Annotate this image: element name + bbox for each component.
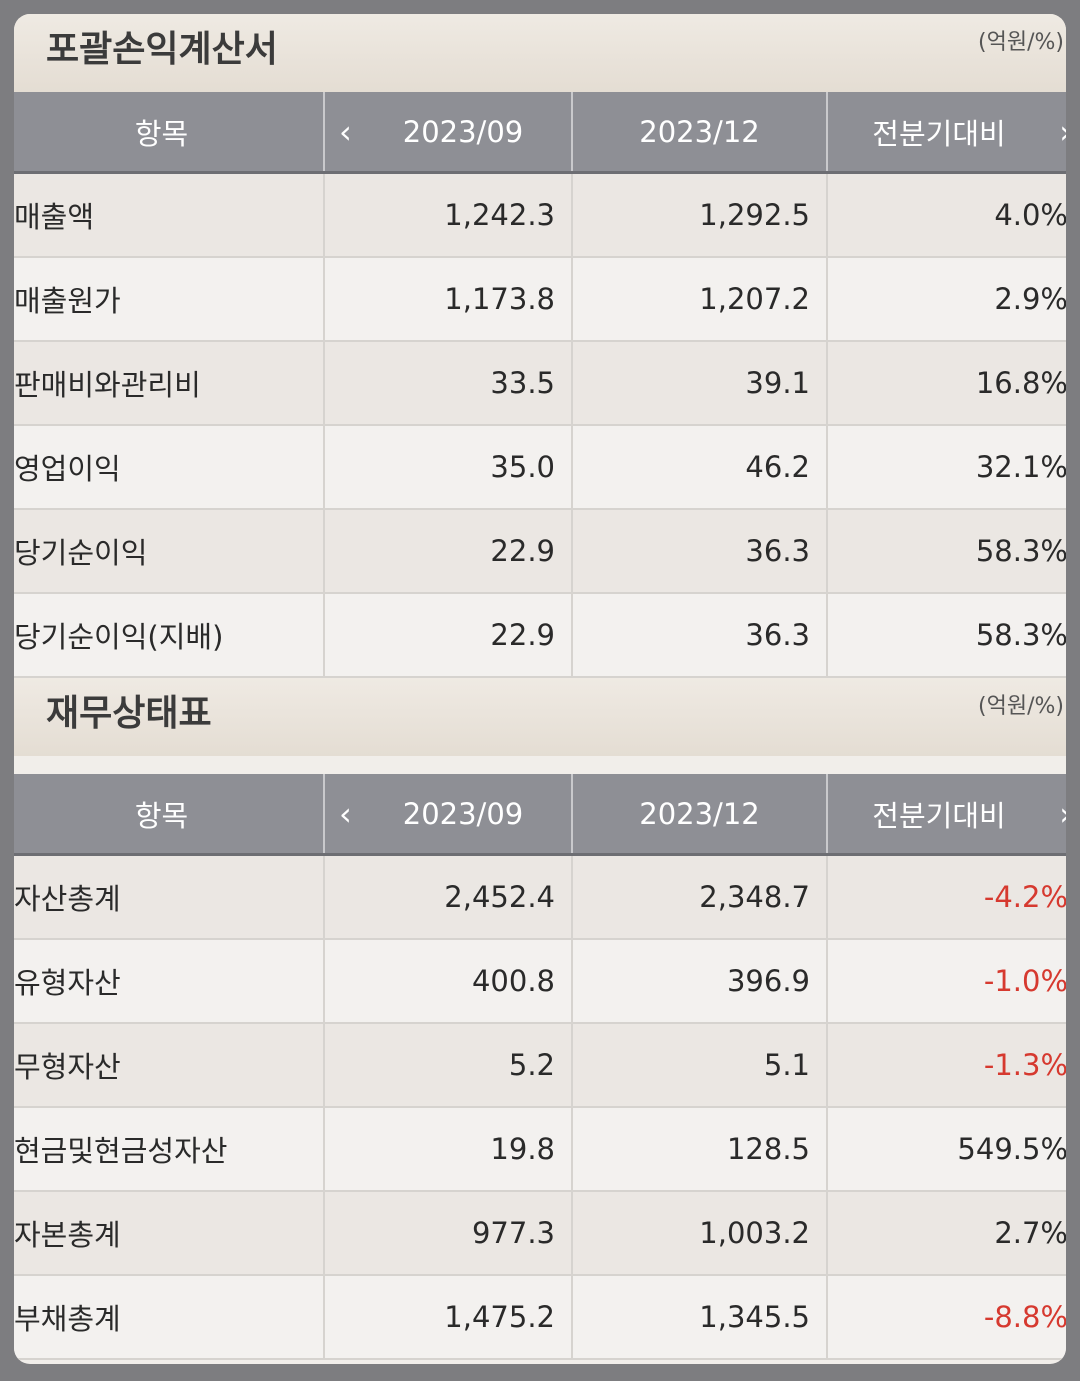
row-label: 부채총계 (14, 1276, 325, 1358)
column-header-change: 전분기대비 › (828, 774, 1066, 853)
chevron-left-icon[interactable]: ‹ (339, 112, 352, 151)
column-header-period-2: 2023/12 (573, 774, 828, 853)
column-header-period-1: ‹ 2023/09 (325, 92, 573, 171)
value-change: -8.8% (983, 1300, 1066, 1334)
value-period-2: 1,292.5 (573, 174, 828, 256)
value-period-2: 5.1 (573, 1024, 828, 1106)
value-period-1: 2,452.4 (325, 856, 573, 938)
row-label: 자본총계 (14, 1192, 325, 1274)
table-row[interactable]: 당기순이익 22.9 36.3 58.3% (14, 510, 1066, 594)
table-row[interactable]: 매출액 1,242.3 1,292.5 4.0% (14, 174, 1066, 258)
row-label: 현금및현금성자산 (14, 1108, 325, 1190)
value-period-2: 36.3 (573, 510, 828, 592)
unit-label: (억원/%) (978, 30, 1064, 55)
row-label: 자산총계 (14, 856, 325, 938)
table-body: 자산총계 2,452.4 2,348.7 -4.2% 유형자산 400.8 396.9 -1.… (14, 856, 1066, 1360)
value-period-1: 33.5 (325, 342, 573, 424)
column-header-item: 항목 (14, 774, 325, 853)
table-row[interactable]: 자산총계 2,452.4 2,348.7 -4.2% (14, 856, 1066, 940)
row-label: 판매비와관리비 (14, 342, 325, 424)
value-change: 58.3% (975, 618, 1066, 652)
value-period-1: 1,242.3 (325, 174, 573, 256)
chevron-left-icon[interactable]: ‹ (339, 794, 352, 833)
value-period-1: 400.8 (325, 940, 573, 1022)
column-header-change: 전분기대비 › (828, 92, 1066, 171)
value-period-1: 5.2 (325, 1024, 573, 1106)
value-change: -1.3% (983, 1048, 1066, 1082)
chevron-right-icon[interactable]: › (1059, 795, 1066, 833)
column-header-period-2: 2023/12 (573, 92, 828, 171)
value-change: 16.8% (975, 366, 1066, 400)
section-title: 재무상태표 (46, 693, 212, 734)
value-change: 32.1% (975, 450, 1066, 484)
section-header-income: 포괄손익계산서 (억원/%) (14, 14, 1066, 92)
table-row[interactable]: 현금및현금성자산 19.8 128.5 549.5% (14, 1108, 1066, 1192)
value-change: 549.5% (957, 1132, 1066, 1166)
value-period-1: 19.8 (325, 1108, 573, 1190)
table-row[interactable]: 매출원가 1,173.8 1,207.2 2.9% (14, 258, 1066, 342)
value-period-1: 1,475.2 (325, 1276, 573, 1358)
row-label: 매출액 (14, 174, 325, 256)
value-period-2: 36.3 (573, 594, 828, 676)
table-body: 매출액 1,242.3 1,292.5 4.0% 매출원가 1,173.8 1,207.2 2… (14, 174, 1066, 678)
table-row[interactable]: 영업이익 35.0 46.2 32.1% (14, 426, 1066, 510)
row-label: 유형자산 (14, 940, 325, 1022)
value-change: -4.2% (983, 880, 1066, 914)
table-row[interactable]: 유형자산 400.8 396.9 -1.0% (14, 940, 1066, 1024)
value-period-1: 22.9 (325, 510, 573, 592)
value-change: 4.0% (994, 198, 1066, 232)
value-period-2: 396.9 (573, 940, 828, 1022)
value-period-1: 35.0 (325, 426, 573, 508)
value-period-1: 1,173.8 (325, 258, 573, 340)
value-period-2: 2,348.7 (573, 856, 828, 938)
row-label: 당기순이익(지배) (14, 594, 325, 676)
value-change: 58.3% (975, 534, 1066, 568)
row-label: 무형자산 (14, 1024, 325, 1106)
value-period-1: 22.9 (325, 594, 573, 676)
row-label: 매출원가 (14, 258, 325, 340)
value-period-1: 977.3 (325, 1192, 573, 1274)
table-row[interactable]: 당기순이익(지배) 22.9 36.3 58.3% (14, 594, 1066, 678)
value-change: 2.9% (994, 282, 1066, 316)
table-row[interactable]: 판매비와관리비 33.5 39.1 16.8% (14, 342, 1066, 426)
value-change: -1.0% (983, 964, 1066, 998)
column-header-period-1: ‹ 2023/09 (325, 774, 573, 853)
section-header-balance: 재무상태표 (억원/%) (14, 678, 1066, 756)
table-row[interactable]: 무형자산 5.2 5.1 -1.3% (14, 1024, 1066, 1108)
row-label: 영업이익 (14, 426, 325, 508)
value-period-2: 46.2 (573, 426, 828, 508)
chevron-right-icon[interactable]: › (1059, 113, 1066, 151)
value-period-2: 1,207.2 (573, 258, 828, 340)
section-title: 포괄손익계산서 (46, 29, 278, 70)
column-header-item: 항목 (14, 92, 325, 171)
table-header: 항목 ‹ 2023/09 2023/12 전분기대비 › (14, 774, 1066, 856)
financial-card: 포괄손익계산서 (억원/%) 항목 ‹ 2023/09 2023/12 전분기대… (14, 14, 1066, 1364)
value-period-2: 39.1 (573, 342, 828, 424)
value-period-2: 1,003.2 (573, 1192, 828, 1274)
value-period-2: 128.5 (573, 1108, 828, 1190)
table-header: 항목 ‹ 2023/09 2023/12 전분기대비 › (14, 92, 1066, 174)
table-row[interactable]: 부채총계 1,475.2 1,345.5 -8.8% (14, 1276, 1066, 1360)
table-row[interactable]: 자본총계 977.3 1,003.2 2.7% (14, 1192, 1066, 1276)
row-label: 당기순이익 (14, 510, 325, 592)
unit-label: (억원/%) (978, 694, 1064, 719)
value-change: 2.7% (994, 1216, 1066, 1250)
value-period-2: 1,345.5 (573, 1276, 828, 1358)
